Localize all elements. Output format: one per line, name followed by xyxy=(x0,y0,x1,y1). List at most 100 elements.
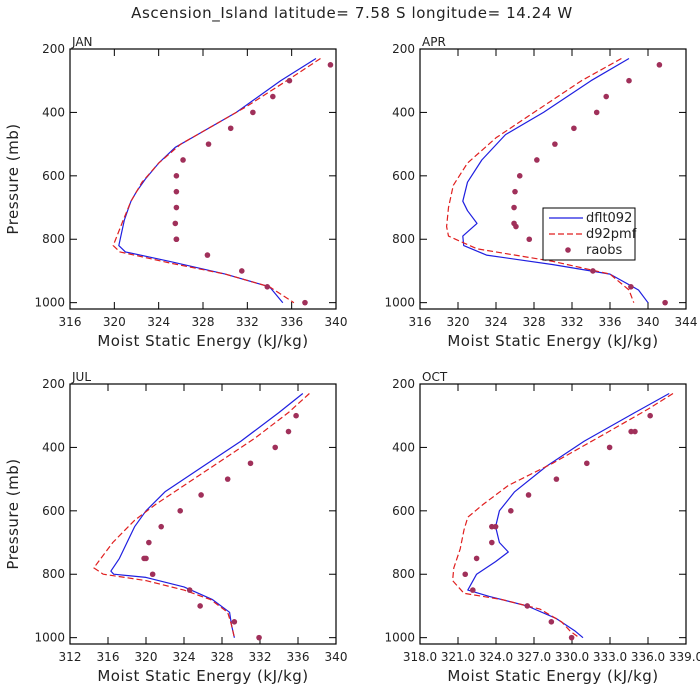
y-tick-label: 1000 xyxy=(34,631,65,645)
raobs-point xyxy=(656,62,663,68)
raobs-point xyxy=(508,508,514,514)
y-tick-label: 200 xyxy=(392,377,415,391)
raobs-point xyxy=(327,62,334,68)
series-d92pmf-line xyxy=(446,57,635,303)
x-tick-label: 336 xyxy=(287,650,310,664)
x-tick-label: 324 xyxy=(147,315,170,329)
y-axis-title: Pressure (mb) xyxy=(4,123,22,234)
raobs-point xyxy=(250,109,256,116)
raobs-point xyxy=(593,109,600,116)
panel-tag: JUL xyxy=(71,370,91,384)
raobs-point xyxy=(205,141,212,147)
raobs-point xyxy=(286,77,293,84)
y-tick-label: 800 xyxy=(42,232,65,246)
raobs-point xyxy=(270,93,276,100)
plot-frame xyxy=(419,48,687,310)
raobs-point xyxy=(628,428,634,435)
raobs-point xyxy=(512,188,518,195)
x-tick-label: 344 xyxy=(675,315,698,329)
raobs-point xyxy=(516,173,523,179)
raobs-point xyxy=(198,492,204,498)
series-dflt092-line xyxy=(462,57,649,304)
raobs-point xyxy=(302,299,308,306)
raobs-point xyxy=(553,476,560,482)
y-axis-title: Pressure (mb) xyxy=(4,458,22,569)
panel-jul: JUL 312 316 320 324 328 332 336 340 200 400 600 800 1… xyxy=(4,370,347,685)
raobs-point xyxy=(173,236,180,243)
raobs-point xyxy=(172,220,179,227)
y-tick-label: 600 xyxy=(392,504,415,518)
series-d92pmf-line xyxy=(93,393,310,638)
y-tick-label: 600 xyxy=(42,169,65,183)
y-tick-label: 600 xyxy=(392,169,415,183)
raobs-point xyxy=(513,223,519,230)
raobs-point xyxy=(473,555,480,562)
raobs-point xyxy=(158,523,164,530)
raobs-point xyxy=(197,603,203,609)
raobs-point xyxy=(626,77,632,84)
x-tick-label: 336.0 xyxy=(631,650,665,664)
raobs-point xyxy=(462,571,469,578)
x-tick-label: 324.0 xyxy=(479,650,513,664)
x-tick-label: 324 xyxy=(173,650,196,664)
y-tick-label: 800 xyxy=(392,232,415,246)
y-tick-label: 600 xyxy=(42,504,65,518)
x-tick-label: 340 xyxy=(325,315,348,329)
x-tick-label: 316 xyxy=(409,315,432,329)
x-tick-label: 324 xyxy=(485,315,508,329)
raobs-point xyxy=(180,157,186,163)
raobs-point xyxy=(526,236,533,243)
series-d92pmf-line xyxy=(112,57,321,304)
y-tick-label: 800 xyxy=(392,567,415,581)
x-tick-label: 332 xyxy=(236,315,259,329)
x-tick-label: 328 xyxy=(192,315,215,329)
raobs-point xyxy=(603,93,609,100)
legend-label-dflt092: dflt092 xyxy=(586,211,632,226)
x-tick-label: 340 xyxy=(325,650,348,664)
y-tick-label: 1000 xyxy=(384,296,415,310)
x-tick-label: 320 xyxy=(135,650,158,664)
raobs-point xyxy=(247,460,254,467)
x-tick-label: 328 xyxy=(211,650,234,664)
raobs-point xyxy=(146,539,152,546)
raobs-point xyxy=(285,428,292,435)
x-tick-label: 332 xyxy=(561,315,584,329)
raobs-point xyxy=(489,539,495,546)
raobs-point xyxy=(524,603,531,609)
panel-apr: APR 316 320 324 328 332 336 340 344 200 400 600 800 1… xyxy=(384,35,697,350)
panel-tag: JAN xyxy=(71,35,93,49)
raobs-point xyxy=(227,125,234,132)
raobs-point xyxy=(470,587,476,593)
raobs-point xyxy=(534,157,540,163)
plot-frame xyxy=(69,383,337,645)
x-axis-title: Moist Static Energy (kJ/kg) xyxy=(447,667,658,685)
raobs-point xyxy=(238,268,245,274)
plot-frame xyxy=(419,383,687,645)
figure-title: Ascension_Island latitude= 7.58 S longit… xyxy=(131,4,573,23)
plot-frame xyxy=(69,48,337,310)
raobs-point xyxy=(173,188,180,195)
y-tick-label: 400 xyxy=(42,440,65,454)
raobs-point xyxy=(489,523,495,530)
raobs-point xyxy=(590,268,596,274)
raobs-point xyxy=(548,619,555,625)
raobs-point xyxy=(511,204,517,211)
x-axis-title: Moist Static Energy (kJ/kg) xyxy=(97,667,308,685)
legend-label-d92pmf: d92pmf xyxy=(586,227,637,242)
x-tick-label: 336 xyxy=(599,315,622,329)
x-tick-label: 332 xyxy=(249,650,272,664)
x-tick-label: 340 xyxy=(637,315,660,329)
raobs-point xyxy=(628,284,634,290)
x-tick-label: 318.0 xyxy=(403,650,437,664)
x-tick-label: 330.0 xyxy=(555,650,589,664)
panel-tag: APR xyxy=(422,35,446,49)
x-tick-label: 312 xyxy=(59,650,82,664)
raobs-point xyxy=(224,476,231,482)
raobs-point xyxy=(552,141,558,147)
raobs-point xyxy=(647,412,653,419)
series-d92pmf-line xyxy=(452,392,674,639)
raobs-point xyxy=(177,508,183,514)
raobs-point xyxy=(525,492,532,498)
